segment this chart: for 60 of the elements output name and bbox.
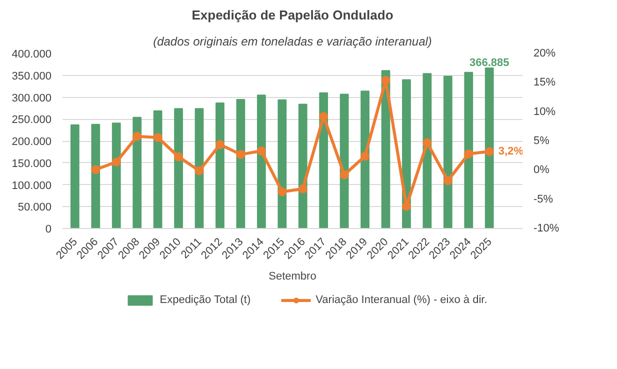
y-tick-label: 100.000	[12, 180, 52, 192]
bar	[484, 67, 494, 228]
bar	[216, 102, 224, 228]
bar	[70, 124, 80, 228]
point	[132, 132, 142, 141]
data-label: 366.885	[469, 56, 510, 69]
point	[298, 184, 308, 194]
point	[340, 170, 349, 180]
point	[91, 165, 100, 174]
y-tick-label: 300.000	[12, 92, 52, 104]
bar	[174, 108, 183, 228]
y-tick-label: 250.000	[12, 114, 52, 126]
y-tick-label: 0	[45, 224, 52, 236]
point	[464, 149, 474, 158]
y-tick-label: 50.000	[18, 202, 52, 214]
y2-tick-label: 0%	[534, 164, 550, 176]
bar	[464, 72, 474, 228]
y-tick-label: 200.000	[12, 136, 52, 148]
point	[360, 152, 370, 161]
bar	[112, 122, 121, 228]
point	[153, 133, 162, 142]
point	[422, 138, 432, 148]
point	[484, 147, 494, 156]
x-axis-title: Setembro	[268, 270, 316, 282]
point	[256, 146, 266, 156]
bar	[443, 76, 452, 228]
bar	[340, 94, 349, 228]
bar	[256, 94, 266, 228]
legend-label: Variação Interanual (%) - eixo à dir.	[316, 294, 488, 306]
chart-subtitle: (dados originais em toneladas e variação interanual)	[153, 34, 432, 48]
bar	[298, 104, 308, 228]
point	[402, 202, 411, 211]
point	[194, 166, 204, 176]
point	[236, 150, 246, 159]
point	[174, 152, 184, 162]
y2-tick-label: 5%	[534, 135, 550, 147]
point	[443, 176, 452, 186]
point	[215, 140, 224, 149]
point	[381, 76, 390, 85]
bar	[132, 116, 142, 228]
point	[278, 187, 287, 196]
bar	[236, 98, 246, 228]
bar	[194, 108, 204, 228]
bar	[360, 90, 370, 228]
y2-tick-label: 15%	[534, 76, 556, 89]
y2-tick-label: 20%	[534, 48, 556, 60]
y2-tick-label: -5%	[534, 193, 554, 206]
y2-tick-label: 10%	[534, 106, 556, 118]
point	[112, 158, 121, 166]
y-tick-label: 350.000	[12, 70, 52, 82]
y-tick-label: 400.000	[12, 48, 52, 60]
legend-label: Expedição Total (t)	[160, 294, 251, 306]
bar	[422, 73, 432, 228]
y2-tick-label: -10%	[534, 222, 560, 234]
chart-title: Expedição de Papelão Ondulado	[192, 8, 394, 22]
point	[319, 112, 328, 121]
bar	[278, 99, 287, 228]
bar	[91, 124, 100, 228]
bar	[153, 110, 162, 228]
y-tick-label: 150.000	[12, 158, 52, 170]
